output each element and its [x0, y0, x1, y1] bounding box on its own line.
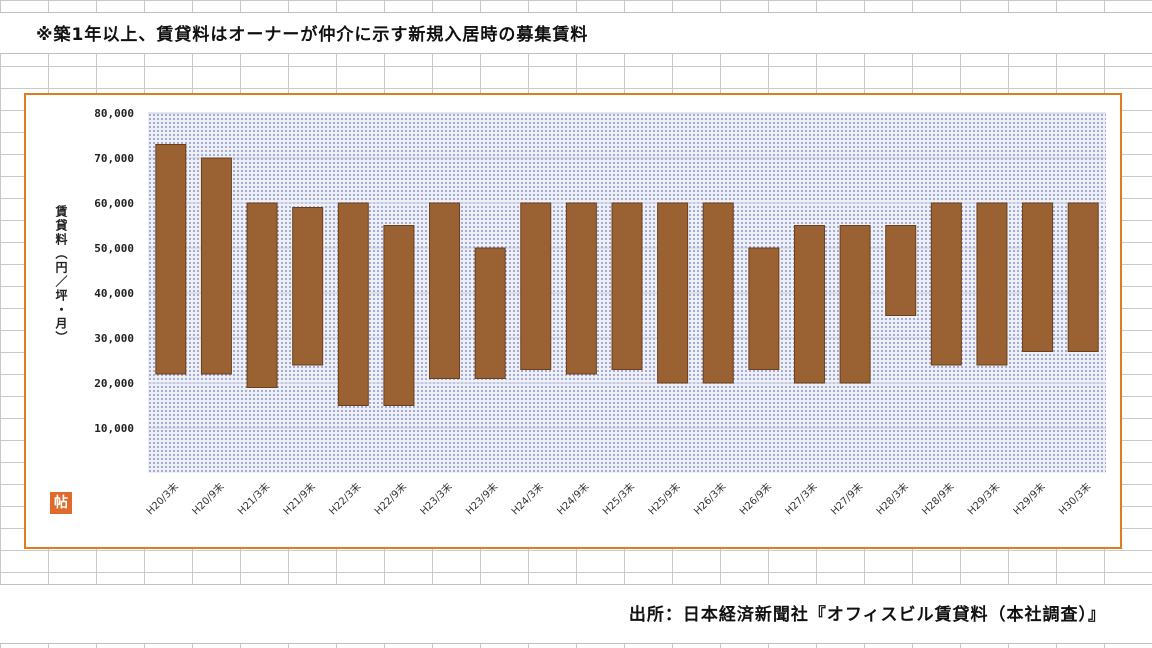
note-band — [0, 12, 1152, 54]
bar — [793, 225, 825, 384]
bar — [657, 202, 689, 384]
bar — [702, 202, 734, 384]
y-tick-label: 10,000 — [94, 422, 134, 435]
x-tick-label: H24/9末 — [554, 480, 591, 517]
bar — [474, 247, 506, 379]
x-tick-label: H24/3末 — [508, 480, 545, 517]
bar — [1067, 202, 1099, 352]
bar — [337, 202, 369, 406]
bar — [155, 144, 187, 375]
chart-note: ※築1年以上、賃貸料はオーナーが仲介に示す新規入居時の募集賃料 — [36, 25, 589, 45]
logo-icon: 帖 — [50, 492, 72, 514]
x-tick-label: H28/9末 — [919, 480, 956, 517]
x-tick-label: H29/9末 — [1010, 480, 1047, 517]
x-tick-label: H21/9末 — [280, 480, 317, 517]
x-tick-label: H26/3末 — [691, 480, 728, 517]
source-credit: 出所：日本経済新聞社『オフィスビル賃貸料（本社調査）』 — [628, 605, 1106, 625]
x-tick-label: H30/3末 — [1056, 480, 1093, 517]
x-tick-label: H29/3末 — [965, 480, 1002, 517]
bar — [383, 225, 415, 406]
x-tick-label: H23/9末 — [463, 480, 500, 517]
bar — [976, 202, 1008, 366]
bar — [520, 202, 552, 370]
y-tick-label: 70,000 — [94, 152, 134, 165]
bar — [292, 207, 324, 366]
bar — [839, 225, 871, 384]
bar — [200, 157, 232, 375]
x-tick-label: H23/3末 — [417, 480, 454, 517]
x-tick-label: H22/3末 — [326, 480, 363, 517]
y-tick-label: 40,000 — [94, 287, 134, 300]
y-tick-label: 80,000 — [94, 107, 134, 120]
y-tick-label: 20,000 — [94, 377, 134, 390]
x-tick-label: H25/3末 — [600, 480, 637, 517]
y-tick-label: 60,000 — [94, 197, 134, 210]
x-tick-label: H25/9末 — [645, 480, 682, 517]
source-band — [0, 584, 1152, 644]
x-tick-label: H28/3末 — [873, 480, 910, 517]
chart-svg: 10,000 20,000 30,000 40,000 50,000 60,000 70,0… — [94, 107, 1106, 517]
chart-frame: 10,000 20,000 30,000 40,000 50,000 60,000 70,0… — [24, 93, 1122, 549]
x-tick-label: H20/9末 — [189, 480, 226, 517]
x-tick-label: H27/3末 — [782, 480, 819, 517]
bar — [1022, 202, 1054, 352]
bar — [885, 225, 917, 316]
x-tick-label: H26/9末 — [737, 480, 774, 517]
x-tick-label: H21/3末 — [235, 480, 272, 517]
x-tick-label: H27/9末 — [828, 480, 865, 517]
y-tick-label: 50,000 — [94, 242, 134, 255]
bar — [748, 247, 780, 370]
bar — [246, 202, 278, 388]
y-tick-label: 30,000 — [94, 332, 134, 345]
bar — [429, 202, 461, 379]
bar — [930, 202, 962, 366]
bar — [611, 202, 643, 370]
x-tick-label: H20/3末 — [143, 480, 180, 517]
x-tick-label: H22/9末 — [372, 480, 409, 517]
y-axis-label: 賃貸料（円／坪・月） — [54, 205, 68, 345]
bar — [565, 202, 597, 375]
